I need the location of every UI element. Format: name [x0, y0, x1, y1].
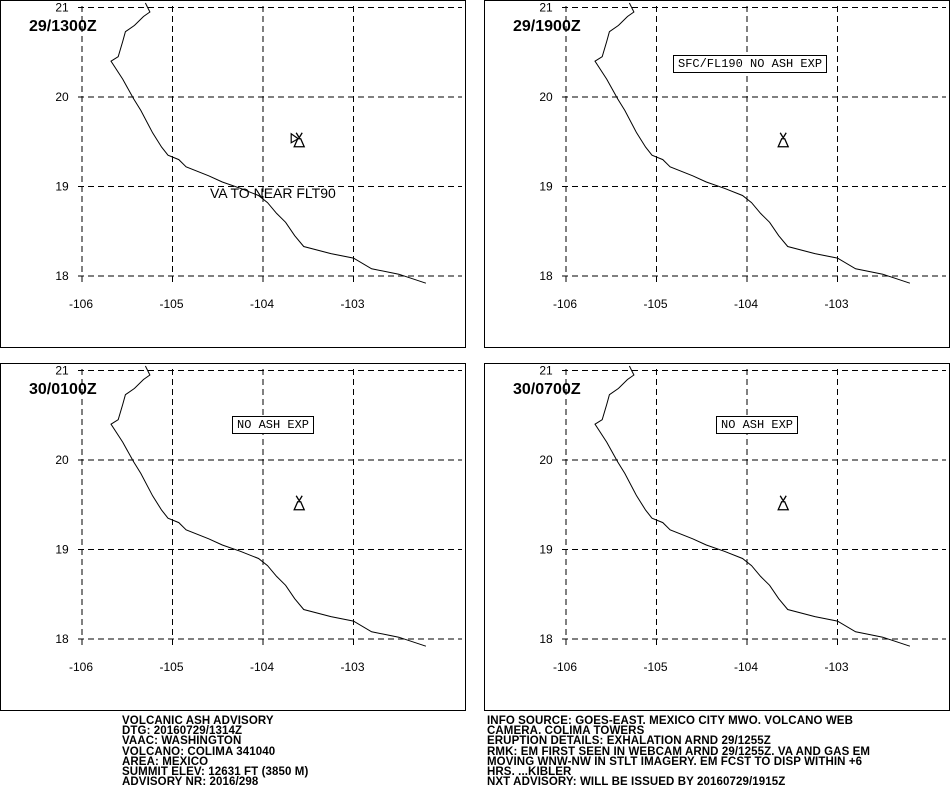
latitude-label: 19 [55, 180, 69, 194]
advisory-vaac: VAAC: WASHINGTON [122, 735, 242, 748]
panel-frame [484, 0, 950, 348]
longitude-label: -106 [553, 660, 577, 674]
map-canvas: -106 -105 -104 -103 18 19 20 21 [0, 363, 466, 711]
map-canvas: -106 -105 -104 -103 18 19 20 21 [484, 0, 950, 348]
ash-forecast-note: SFC/FL190 NO ASH EXP [673, 55, 828, 73]
advisory-remarks-end: HRS. ...KIBLER [487, 766, 572, 779]
map-panel: -106 -105 -104 -103 18 19 20 21 30/0700Z NO ASH E… [484, 363, 950, 711]
forecast-time-label: 29/1900Z [513, 18, 581, 35]
panel-frame [0, 0, 466, 348]
forecast-time-label: 29/1300Z [29, 18, 97, 35]
advisory-summit-elev: SUMMIT ELEV: 12631 FT (3850 M) [122, 766, 309, 779]
longitude-label: -106 [69, 297, 93, 311]
longitude-label: -104 [250, 660, 274, 674]
latitude-label: 18 [539, 632, 553, 646]
latitude-label: 20 [55, 90, 69, 104]
coastline [594, 365, 911, 647]
longitude-label: -103 [340, 660, 364, 674]
advisory-remarks-cont: MOVING WNW-NW IN STLT IMAGERY. EM FCST T… [487, 755, 863, 768]
advisory-volcano: VOLCANO: COLIMA 341040 [122, 745, 276, 758]
ash-forecast-note: NO ASH EXP [232, 416, 315, 434]
latitude-label: 21 [539, 1, 553, 15]
longitude-label: -105 [643, 297, 667, 311]
advisory-info-source-cont: CAMERA. COLIMA TOWERS [487, 725, 645, 738]
coastline [110, 2, 427, 284]
longitude-label: -105 [159, 660, 183, 674]
advisory-number: ADVISORY NR: 2016/298 [122, 776, 259, 789]
longitude-label: -105 [643, 660, 667, 674]
map-panel: -106 -105 -104 -103 18 19 20 21 30/0100Z NO ASH E… [0, 363, 466, 711]
map-panel: -106 -105 -104 -103 18 19 20 21 29/1300Z VA TO NE… [0, 0, 466, 348]
latitude-label: 21 [539, 364, 553, 378]
latitude-label: 20 [539, 90, 553, 104]
latitude-label: 19 [55, 543, 69, 557]
longitude-label: -104 [734, 297, 758, 311]
longitude-label: -106 [553, 297, 577, 311]
advisory-left-block: VOLCANIC ASH ADVISORY DTG: 20160729/1314… [122, 715, 309, 789]
panel-frame [0, 363, 466, 711]
volcano-icon [290, 132, 306, 148]
longitude-label: -104 [734, 660, 758, 674]
advisory-next: NXT ADVISORY: WILL BE ISSUED BY 20160729… [487, 776, 786, 789]
ash-forecast-note: VA TO NEAR FLT90 [210, 185, 336, 201]
longitude-label: -103 [340, 297, 364, 311]
latitude-label: 20 [539, 453, 553, 467]
forecast-time-label: 30/0100Z [29, 381, 97, 398]
advisory-area: AREA: MEXICO [122, 755, 209, 768]
volcano-icon [293, 495, 306, 511]
advisory-title: VOLCANIC ASH ADVISORY [122, 715, 274, 727]
map-canvas: -106 -105 -104 -103 18 19 20 21 [484, 363, 950, 711]
ash-forecast-note: NO ASH EXP [716, 416, 799, 434]
latitude-label: 21 [55, 364, 69, 378]
longitude-label: -103 [824, 297, 848, 311]
latitude-label: 19 [539, 180, 553, 194]
forecast-time-label: 30/0700Z [513, 381, 581, 398]
advisory-info-source: INFO SOURCE: GOES-EAST. MEXICO CITY MWO.… [487, 715, 853, 727]
latitude-label: 18 [539, 269, 553, 283]
longitude-label: -104 [250, 297, 274, 311]
advisory-remarks: RMK: EM FIRST SEEN IN WEBCAM ARND 29/125… [487, 745, 871, 758]
longitude-label: -103 [824, 660, 848, 674]
coastline [110, 365, 427, 647]
latitude-label: 18 [55, 632, 69, 646]
longitude-label: -106 [69, 660, 93, 674]
advisory-eruption-details: ERUPTION DETAILS: EXHALATION ARND 29/125… [487, 735, 771, 748]
volcano-icon [777, 495, 790, 511]
latitude-label: 20 [55, 453, 69, 467]
advisory-dtg: DTG: 20160729/1314Z [122, 725, 243, 738]
volcano-icon [777, 132, 790, 148]
advisory-right-block: INFO SOURCE: GOES-EAST. MEXICO CITY MWO.… [487, 715, 871, 789]
latitude-label: 21 [55, 1, 69, 15]
longitude-label: -105 [159, 297, 183, 311]
latitude-label: 18 [55, 269, 69, 283]
coastline [594, 2, 911, 284]
map-canvas: -106 -105 -104 -103 18 19 20 21 [0, 0, 466, 348]
latitude-label: 19 [539, 543, 553, 557]
map-panel: -106 -105 -104 -103 18 19 20 21 29/1900Z SFC/FL19… [484, 0, 950, 348]
